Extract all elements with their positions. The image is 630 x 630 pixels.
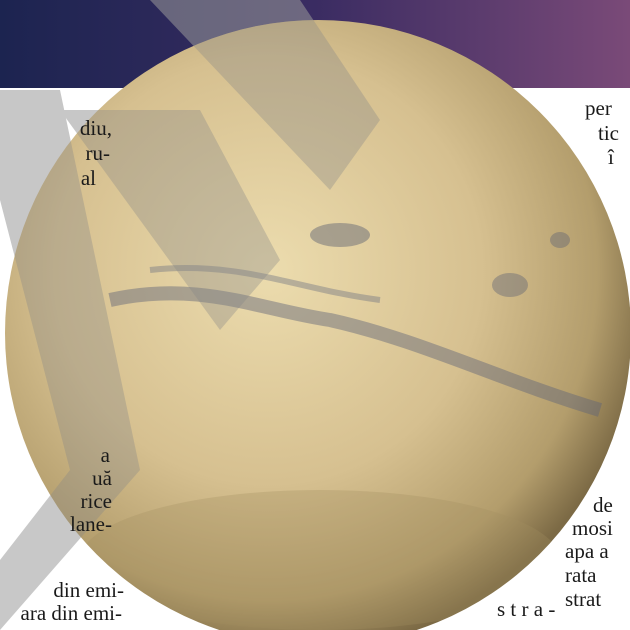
text-line: ru- [86, 141, 111, 165]
left-text: diu, ru- al a uă rice lane- din emi- ara… [21, 116, 124, 625]
text-line: mosi [572, 516, 613, 540]
text-line: apa a [565, 539, 609, 563]
text-line: din emi- [53, 578, 124, 602]
mars-features [5, 20, 603, 630]
text-line: lane- [70, 512, 112, 536]
text-line: de [593, 493, 613, 517]
text-line: uă [92, 466, 113, 490]
text-line: per [585, 96, 612, 120]
text-line: al [81, 166, 96, 190]
text-line: rata [565, 563, 597, 587]
text-line: ara din emi- [21, 601, 122, 625]
mars-globe [5, 20, 630, 630]
text-line: strat [565, 587, 601, 611]
text-line: diu, [80, 116, 112, 140]
text-fragment: s t r a - [497, 597, 555, 621]
text-line: tic [598, 121, 619, 145]
text-line: a [101, 443, 111, 467]
right-text: per tic î de mosi apa a rata strat [565, 96, 619, 611]
text-line: î [607, 145, 615, 169]
text-line: rice [81, 489, 112, 513]
